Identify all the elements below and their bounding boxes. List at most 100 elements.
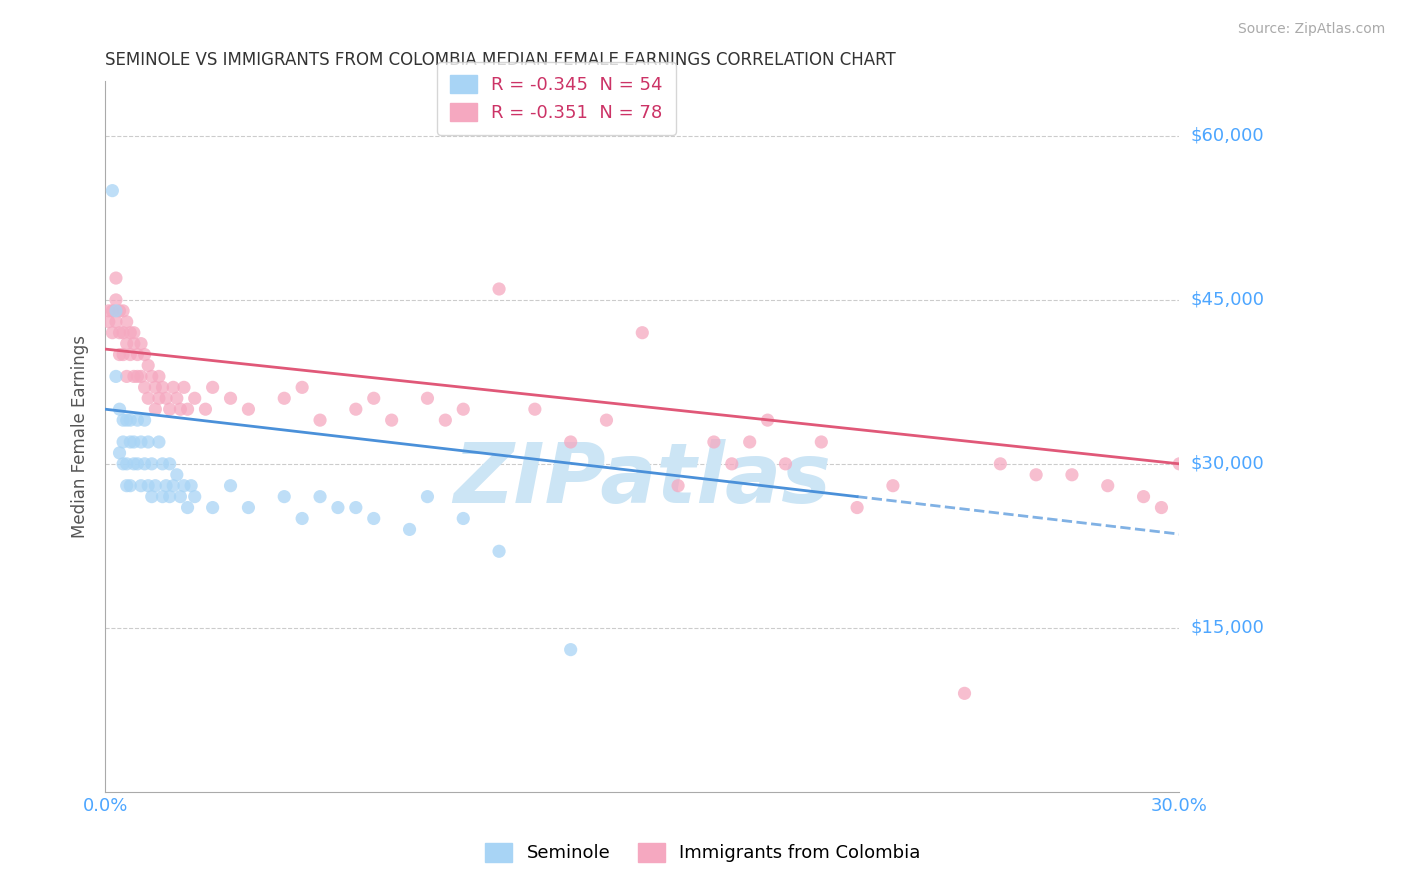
Point xyxy=(162,380,184,394)
Point xyxy=(291,511,314,525)
Point xyxy=(148,435,170,450)
Point xyxy=(166,391,188,405)
Point xyxy=(775,457,797,471)
Point xyxy=(108,347,131,361)
Point xyxy=(666,479,689,493)
Point xyxy=(169,402,191,417)
Point xyxy=(180,479,202,493)
Point xyxy=(159,457,181,471)
Point xyxy=(134,380,156,394)
Point xyxy=(159,402,181,417)
Point xyxy=(219,391,242,405)
Point xyxy=(273,490,295,504)
Point xyxy=(112,413,135,427)
Point xyxy=(129,336,152,351)
Point xyxy=(122,369,145,384)
Point xyxy=(129,435,152,450)
Point xyxy=(219,479,242,493)
Point xyxy=(108,446,131,460)
Point xyxy=(988,457,1011,471)
Point xyxy=(108,402,131,417)
Point xyxy=(882,479,904,493)
Point xyxy=(1060,467,1083,482)
Point xyxy=(134,347,156,361)
Point xyxy=(127,369,149,384)
Point xyxy=(115,413,138,427)
Point xyxy=(1025,467,1047,482)
Y-axis label: Median Female Earnings: Median Female Earnings xyxy=(72,335,89,538)
Point xyxy=(291,380,314,394)
Point xyxy=(176,500,198,515)
Point xyxy=(381,413,404,427)
Point xyxy=(104,369,127,384)
Point xyxy=(560,435,582,450)
Point xyxy=(129,369,152,384)
Point xyxy=(273,391,295,405)
Point xyxy=(703,435,725,450)
Point xyxy=(141,457,163,471)
Point xyxy=(162,479,184,493)
Point xyxy=(148,369,170,384)
Legend: Seminole, Immigrants from Colombia: Seminole, Immigrants from Colombia xyxy=(478,836,928,870)
Point xyxy=(169,490,191,504)
Point xyxy=(173,380,195,394)
Point xyxy=(143,402,166,417)
Point xyxy=(112,435,135,450)
Point xyxy=(344,500,367,515)
Point xyxy=(104,315,127,329)
Point xyxy=(201,380,224,394)
Point xyxy=(152,457,174,471)
Point xyxy=(363,511,385,525)
Point xyxy=(115,336,138,351)
Point xyxy=(112,326,135,340)
Point xyxy=(120,413,142,427)
Text: $15,000: $15,000 xyxy=(1191,619,1264,637)
Legend: R = -0.345  N = 54, R = -0.351  N = 78: R = -0.345 N = 54, R = -0.351 N = 78 xyxy=(437,62,675,135)
Point xyxy=(115,369,138,384)
Point xyxy=(101,326,124,340)
Text: Source: ZipAtlas.com: Source: ZipAtlas.com xyxy=(1237,22,1385,37)
Point xyxy=(176,402,198,417)
Point xyxy=(122,326,145,340)
Point xyxy=(115,457,138,471)
Point xyxy=(1150,500,1173,515)
Point xyxy=(115,479,138,493)
Point xyxy=(846,500,869,515)
Point xyxy=(173,479,195,493)
Point xyxy=(134,413,156,427)
Point xyxy=(136,359,159,373)
Point xyxy=(143,380,166,394)
Point xyxy=(127,347,149,361)
Point xyxy=(238,500,260,515)
Point xyxy=(120,347,142,361)
Point xyxy=(953,686,976,700)
Point xyxy=(1168,457,1191,471)
Text: $30,000: $30,000 xyxy=(1191,455,1264,473)
Point xyxy=(129,479,152,493)
Point xyxy=(720,457,742,471)
Point xyxy=(122,336,145,351)
Point xyxy=(560,642,582,657)
Point xyxy=(416,391,439,405)
Point xyxy=(112,303,135,318)
Point xyxy=(155,391,177,405)
Point xyxy=(1097,479,1119,493)
Point xyxy=(141,369,163,384)
Point xyxy=(398,523,420,537)
Point xyxy=(309,490,332,504)
Point xyxy=(120,435,142,450)
Point xyxy=(738,435,761,450)
Point xyxy=(344,402,367,417)
Point xyxy=(166,467,188,482)
Point xyxy=(122,457,145,471)
Point xyxy=(112,347,135,361)
Point xyxy=(488,544,510,558)
Point xyxy=(104,293,127,307)
Point xyxy=(434,413,457,427)
Point xyxy=(326,500,349,515)
Point xyxy=(141,490,163,504)
Point xyxy=(416,490,439,504)
Point xyxy=(122,435,145,450)
Point xyxy=(127,457,149,471)
Point xyxy=(201,500,224,515)
